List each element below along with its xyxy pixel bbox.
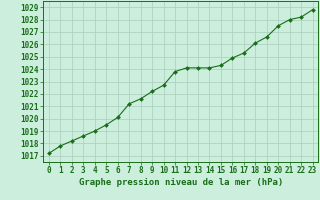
X-axis label: Graphe pression niveau de la mer (hPa): Graphe pression niveau de la mer (hPa)	[79, 178, 283, 187]
